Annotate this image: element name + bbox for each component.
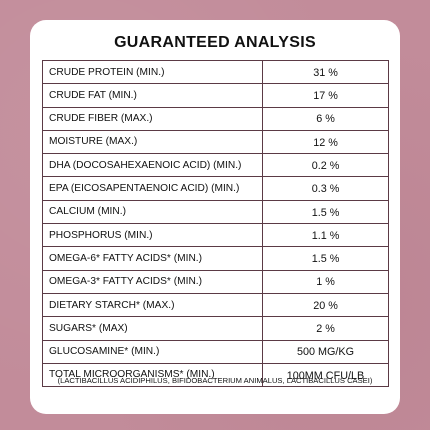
- analysis-row: SUGARS* (MAX) 2 %: [42, 316, 389, 341]
- analysis-row: TOTAL MICROORGANISMS* (MIN.) 100MM CFU/LB: [42, 362, 389, 388]
- analysis-row: CRUDE PROTEIN (MIN.) 31 %: [42, 59, 389, 85]
- analysis-row: PHOSPHORUS (MIN.) 1.1 %: [42, 223, 389, 248]
- nutrient-value: 2 %: [262, 316, 389, 341]
- nutrient-value: 1.1 %: [262, 223, 389, 248]
- analysis-row: OMEGA-3* FATTY ACIDS* (MIN.) 1 %: [42, 269, 389, 294]
- nutrient-name: CRUDE FIBER (MAX.): [42, 106, 263, 131]
- analysis-table-body: CRUDE PROTEIN (MIN.) 31 % CRUDE FAT (MIN.)…: [42, 59, 389, 388]
- nutrient-value: 20 %: [262, 292, 389, 318]
- nutrient-name: MOISTURE (MAX.): [42, 129, 263, 155]
- nutrient-value: 31 %: [262, 59, 389, 85]
- nutrient-value: 1.5 %: [262, 199, 389, 225]
- nutrient-name: SUGARS* (MAX): [42, 316, 263, 341]
- nutrient-name: OMEGA-6* FATTY ACIDS* (MIN.): [42, 246, 263, 271]
- analysis-row: DHA (DOCOSAHEXAENOIC ACID) (MIN.) 0.2 %: [42, 153, 389, 178]
- nutrient-value: 6 %: [262, 106, 389, 131]
- nutrient-name: CRUDE FAT (MIN.): [42, 83, 263, 108]
- nutrient-value: 500 MG/KG: [262, 339, 389, 364]
- analysis-row: MOISTURE (MAX.) 12 %: [42, 129, 389, 155]
- nutrient-name: OMEGA-3* FATTY ACIDS* (MIN.): [42, 269, 263, 294]
- analysis-row: CALCIUM (MIN.) 1.5 %: [42, 199, 389, 225]
- analysis-card: GUARANTEED ANALYSIS CRUDE PROTEIN (MIN.)…: [30, 20, 400, 414]
- analysis-table: CRUDE PROTEIN (MIN.) 31 % CRUDE FAT (MIN.)…: [42, 59, 389, 388]
- analysis-row: OMEGA-6* FATTY ACIDS* (MIN.) 1.5 %: [42, 246, 389, 271]
- nutrient-name: DHA (DOCOSAHEXAENOIC ACID) (MIN.): [42, 153, 263, 178]
- nutrient-name: CALCIUM (MIN.): [42, 199, 263, 225]
- analysis-row: CRUDE FIBER (MAX.) 6 %: [42, 106, 389, 131]
- probiotic-footnote: (LACTIBACILLUS ACIDIPHILUS, BIFIDOBACTER…: [57, 376, 373, 385]
- nutrient-value: 1 %: [262, 269, 389, 294]
- nutrient-value: 0.3 %: [262, 176, 389, 201]
- nutrient-value: 17 %: [262, 83, 389, 108]
- analysis-row: EPA (EICOSAPENTAENOIC ACID) (MIN.) 0.3 %: [42, 176, 389, 201]
- analysis-row: GLUCOSAMINE* (MIN.) 500 MG/KG: [42, 339, 389, 364]
- nutrient-name: TOTAL MICROORGANISMS* (MIN.): [42, 362, 263, 388]
- analysis-row: CRUDE FAT (MIN.) 17 %: [42, 83, 389, 108]
- nutrient-name: DIETARY STARCH* (MAX.): [42, 292, 263, 318]
- nutrient-name: EPA (EICOSAPENTAENOIC ACID) (MIN.): [42, 176, 263, 201]
- nutrient-value: 100MM CFU/LB: [262, 362, 389, 388]
- analysis-title: GUARANTEED ANALYSIS: [114, 34, 316, 51]
- nutrient-value: 0.2 %: [262, 153, 389, 178]
- nutrient-name: PHOSPHORUS (MIN.): [42, 223, 263, 248]
- nutrient-name: CRUDE PROTEIN (MIN.): [42, 59, 263, 85]
- analysis-row: DIETARY STARCH* (MAX.) 20 %: [42, 292, 389, 318]
- nutrient-value: 12 %: [262, 129, 389, 155]
- nutrient-value: 1.5 %: [262, 246, 389, 271]
- nutrient-name: GLUCOSAMINE* (MIN.): [42, 339, 263, 364]
